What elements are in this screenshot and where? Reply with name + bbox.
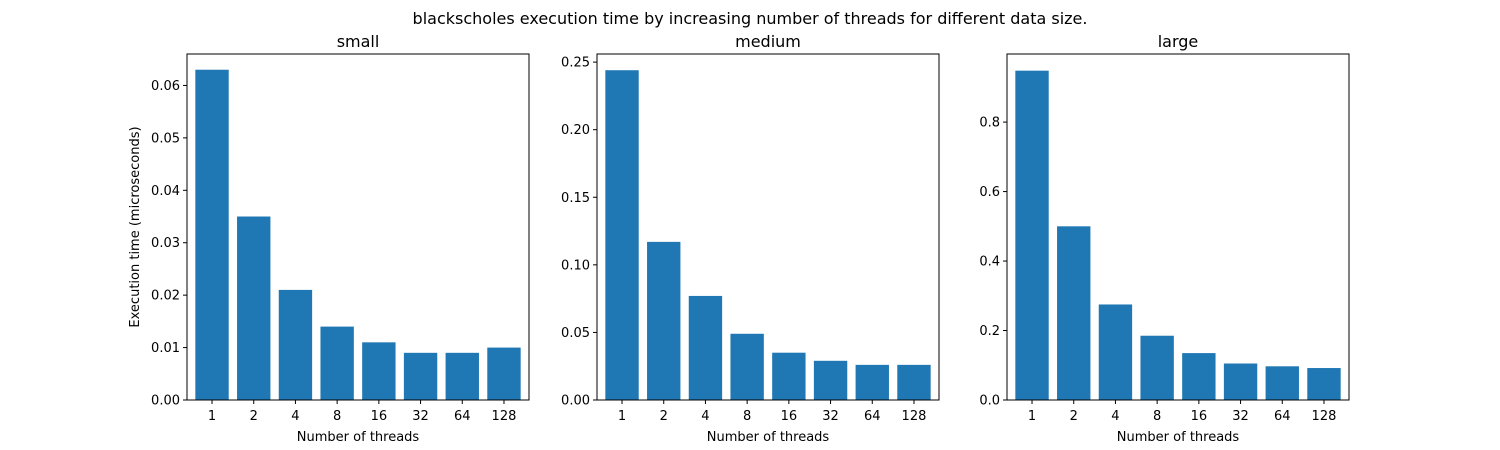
y-tick-label: 0.03 bbox=[151, 236, 180, 251]
y-tick-label: 0.15 bbox=[561, 191, 590, 206]
bar-4 bbox=[1098, 304, 1133, 400]
x-tick-label: 2 bbox=[660, 409, 668, 424]
x-tick-label: 64 bbox=[864, 409, 881, 424]
x-tick-label: 32 bbox=[412, 409, 429, 424]
y-tick-label: 0.04 bbox=[151, 184, 180, 199]
bar-32 bbox=[1223, 363, 1258, 400]
bar-8 bbox=[730, 333, 764, 400]
y-tick-label: 0.2 bbox=[979, 324, 1000, 339]
x-tick-label: 4 bbox=[701, 409, 709, 424]
x-tick-label: 32 bbox=[822, 409, 839, 424]
x-tick-label: 2 bbox=[250, 409, 258, 424]
bar-2 bbox=[647, 241, 681, 400]
plot-frame bbox=[1006, 53, 1350, 401]
y-tick-label: 0.4 bbox=[979, 255, 1000, 270]
bar-4 bbox=[278, 289, 313, 400]
bar-32 bbox=[403, 352, 438, 400]
bar-64 bbox=[855, 364, 889, 400]
x-tick-label: 128 bbox=[902, 409, 927, 424]
x-axis-label: Number of threads bbox=[1117, 430, 1240, 445]
y-tick-label: 0.20 bbox=[561, 123, 590, 138]
bar-32 bbox=[813, 360, 848, 400]
chart-panel-medium: 0.00 0.05 0.10 0.15 0.20 0.25 1 2 4 8 16 32 64 128 med… bbox=[561, 32, 940, 445]
chart-panel-large: 0.0 0.2 0.4 0.6 0.8 1 2 4 8 16 32 64 128 large Number … bbox=[979, 32, 1350, 445]
y-tick-label: 0.05 bbox=[561, 326, 590, 341]
bar-64 bbox=[445, 352, 479, 400]
bar-128 bbox=[1307, 368, 1341, 400]
x-tick-label: 64 bbox=[454, 409, 471, 424]
panel-title: medium bbox=[735, 32, 801, 51]
chart-panel-small: 0.00 0.01 0.02 0.03 0.04 0.05 0.06 1 2 4 8 16 32 64 12… bbox=[128, 32, 530, 445]
x-tick-label: 16 bbox=[371, 409, 388, 424]
x-axis-label: Number of threads bbox=[297, 430, 420, 445]
x-tick-label: 8 bbox=[1153, 409, 1161, 424]
bar-8 bbox=[1140, 335, 1174, 400]
y-tick-label: 0.02 bbox=[151, 289, 180, 304]
bar-128 bbox=[487, 347, 521, 400]
bar-8 bbox=[320, 326, 354, 400]
bar-4 bbox=[688, 295, 723, 400]
x-tick-label: 4 bbox=[1111, 409, 1119, 424]
x-tick-label: 1 bbox=[208, 409, 216, 424]
x-tick-label: 1 bbox=[1028, 409, 1036, 424]
y-tick-label: 0.00 bbox=[561, 394, 590, 409]
bar-64 bbox=[1265, 366, 1299, 400]
y-tick-label: 0.06 bbox=[151, 79, 180, 94]
x-tick-label: 8 bbox=[333, 409, 341, 424]
x-tick-label: 128 bbox=[492, 409, 517, 424]
x-tick-label: 16 bbox=[781, 409, 798, 424]
y-tick-label: 0.25 bbox=[561, 56, 590, 71]
y-tick-label: 0.8 bbox=[979, 116, 1000, 131]
x-tick-label: 4 bbox=[291, 409, 299, 424]
x-tick-label: 1 bbox=[618, 409, 626, 424]
y-tick-label: 0.01 bbox=[151, 341, 180, 356]
bar-16 bbox=[772, 352, 806, 400]
y-tick-label: 0.6 bbox=[979, 185, 1000, 200]
y-tick-label: 0.10 bbox=[561, 258, 590, 273]
bar-1 bbox=[605, 70, 639, 400]
x-tick-label: 8 bbox=[743, 409, 751, 424]
x-tick-label: 2 bbox=[1070, 409, 1078, 424]
y-tick-label: 0.05 bbox=[151, 131, 180, 146]
bar-16 bbox=[1182, 353, 1216, 400]
x-tick-label: 64 bbox=[1274, 409, 1291, 424]
bar-1 bbox=[195, 69, 229, 400]
y-tick-label: 0.00 bbox=[151, 394, 180, 409]
y-tick-label: 0.0 bbox=[979, 394, 1000, 409]
panel-title: small bbox=[337, 32, 380, 51]
panel-title: large bbox=[1158, 32, 1199, 51]
bar-2 bbox=[237, 216, 271, 400]
x-tick-label: 16 bbox=[1191, 409, 1208, 424]
plot-frame bbox=[186, 53, 530, 401]
bar-1 bbox=[1015, 70, 1049, 401]
x-tick-label: 128 bbox=[1312, 409, 1337, 424]
x-tick-label: 32 bbox=[1232, 409, 1249, 424]
y-axis-label: Execution time (microseconds) bbox=[128, 126, 143, 327]
plot-frame bbox=[596, 53, 940, 401]
chart-panels: 0.000.010.020.030.040.050.061 2 4 8 16 32 64 12… bbox=[128, 32, 1350, 445]
bar-2 bbox=[1057, 226, 1091, 400]
bar-16 bbox=[362, 342, 396, 400]
figure-suptitle: blackscholes execution time by increasin… bbox=[413, 9, 1088, 28]
x-axis-label: Number of threads bbox=[707, 430, 830, 445]
bar-128 bbox=[897, 364, 931, 400]
